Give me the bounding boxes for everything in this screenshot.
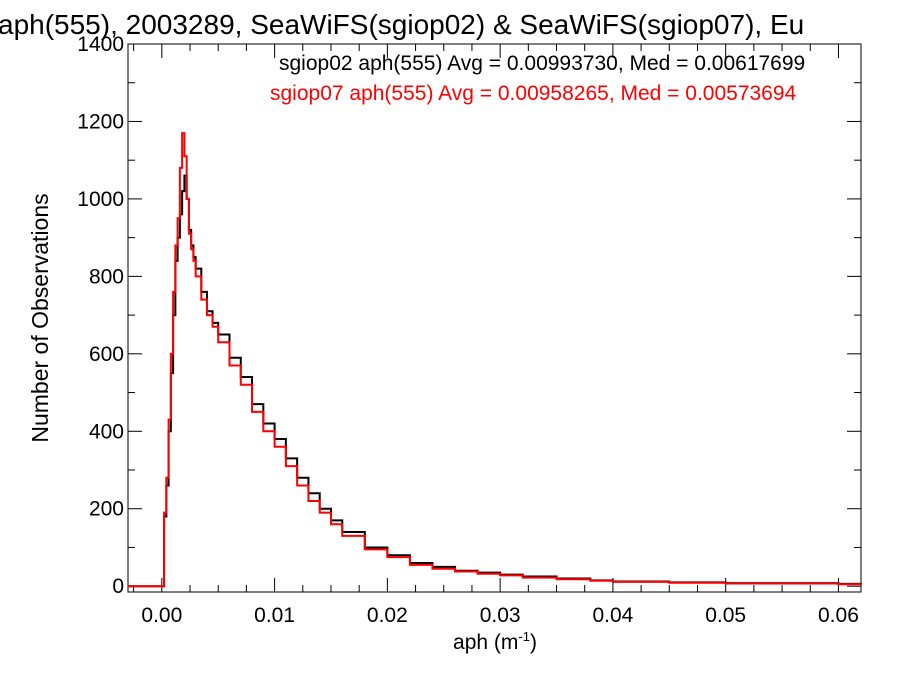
x-axis-label-superscript: -1: [518, 629, 530, 644]
annotation-sgiop07: sgiop07 aph(555) Avg = 0.00958265, Med =…: [270, 82, 797, 105]
x-tick-label: 0.04: [592, 604, 633, 627]
x-tick-label: 0.02: [367, 604, 408, 627]
x-tick-label: 0.01: [254, 604, 295, 627]
x-axis-ticks: 0.00 0.01 0.02 0.03 0.04 0.05 0.06: [133, 44, 859, 627]
plot-frame: [127, 43, 862, 593]
x-axis-label: aph (m-1): [453, 629, 537, 654]
y-tick-label: 1400: [77, 33, 124, 56]
x-tick-label: 0.00: [141, 604, 182, 627]
y-tick-label: 200: [89, 498, 124, 521]
x-axis-label-main: aph (m: [453, 631, 518, 654]
y-tick-label: 1000: [77, 188, 124, 211]
x-tick-label: 0.06: [818, 604, 859, 627]
y-axis-label: Number of Observations: [27, 193, 53, 442]
y-tick-label: 800: [89, 265, 124, 288]
chart-title: aph(555), 2003289, SeaWiFS(sgiop02) & Se…: [0, 9, 804, 40]
y-axis-ticks: 0 200 400 600 800 1000 1200 1400: [77, 33, 861, 598]
y-tick-label: 0: [112, 575, 124, 598]
x-tick-label: 0.05: [705, 604, 746, 627]
series-line-1: [128, 132, 862, 588]
series-line-0: [128, 174, 862, 588]
y-tick-label: 400: [89, 420, 124, 443]
annotation-sgiop02: sgiop02 aph(555) Avg = 0.00993730, Med =…: [279, 52, 805, 75]
y-tick-label: 1200: [77, 110, 124, 133]
y-tick-label: 600: [89, 343, 124, 366]
x-axis-label-close: ): [530, 631, 537, 654]
x-tick-label: 0.03: [480, 604, 521, 627]
series-layer: [128, 132, 862, 588]
